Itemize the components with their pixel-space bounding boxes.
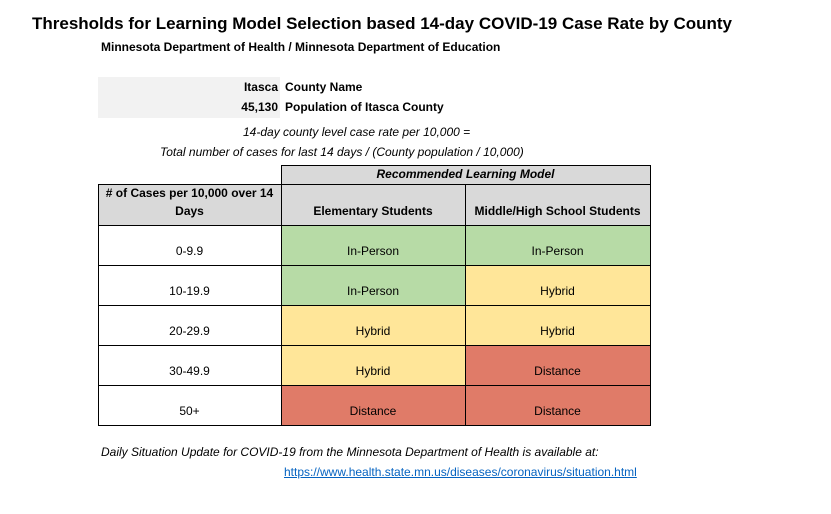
- row-elementary-model: In-Person: [281, 225, 465, 265]
- population-value: 45,130: [241, 100, 278, 114]
- row-middle-high-model: Hybrid: [465, 265, 650, 305]
- row-range: 20-29.9: [98, 305, 281, 345]
- table-border: [98, 345, 651, 346]
- table-border: [98, 225, 651, 226]
- table-border: [98, 184, 651, 185]
- footer-note: Daily Situation Update for COVID-19 from…: [101, 445, 599, 459]
- header-cases-range: # of Cases per 10,000 over 14 Days: [98, 184, 281, 225]
- row-elementary-model: Hybrid: [281, 305, 465, 345]
- header-elementary: Elementary Students: [281, 184, 465, 225]
- row-elementary-model: Hybrid: [281, 345, 465, 385]
- table-border: [98, 184, 99, 426]
- group-header-recommended-model: Recommended Learning Model: [281, 165, 650, 184]
- table-border: [98, 305, 651, 306]
- row-range: 50+: [98, 385, 281, 425]
- situation-update-link[interactable]: https://www.health.state.mn.us/diseases/…: [284, 465, 637, 479]
- table-border: [465, 184, 466, 426]
- row-elementary-model: Distance: [281, 385, 465, 425]
- row-middle-high-model: Distance: [465, 385, 650, 425]
- county-info-box: [98, 77, 280, 118]
- row-range: 10-19.9: [98, 265, 281, 305]
- table-border: [98, 385, 651, 386]
- header-middle-high: Middle/High School Students: [465, 184, 650, 225]
- population-label: Population of Itasca County: [285, 100, 444, 114]
- formula-line-1: 14-day county level case rate per 10,000…: [243, 125, 471, 139]
- formula-line-2: Total number of cases for last 14 days /…: [160, 145, 524, 159]
- row-elementary-model: In-Person: [281, 265, 465, 305]
- row-middle-high-model: Hybrid: [465, 305, 650, 345]
- table-border: [281, 165, 282, 426]
- row-range: 0-9.9: [98, 225, 281, 265]
- row-middle-high-model: Distance: [465, 345, 650, 385]
- row-middle-high-model: In-Person: [465, 225, 650, 265]
- table-border: [650, 165, 651, 426]
- page-subtitle: Minnesota Department of Health / Minneso…: [101, 40, 501, 54]
- county-name-label: County Name: [285, 80, 363, 94]
- county-name-value: Itasca: [243, 80, 278, 94]
- page-title: Thresholds for Learning Model Selection …: [32, 14, 732, 33]
- row-range: 30-49.9: [98, 345, 281, 385]
- table-border: [281, 165, 651, 166]
- table-border: [98, 425, 651, 426]
- table-border: [98, 265, 651, 266]
